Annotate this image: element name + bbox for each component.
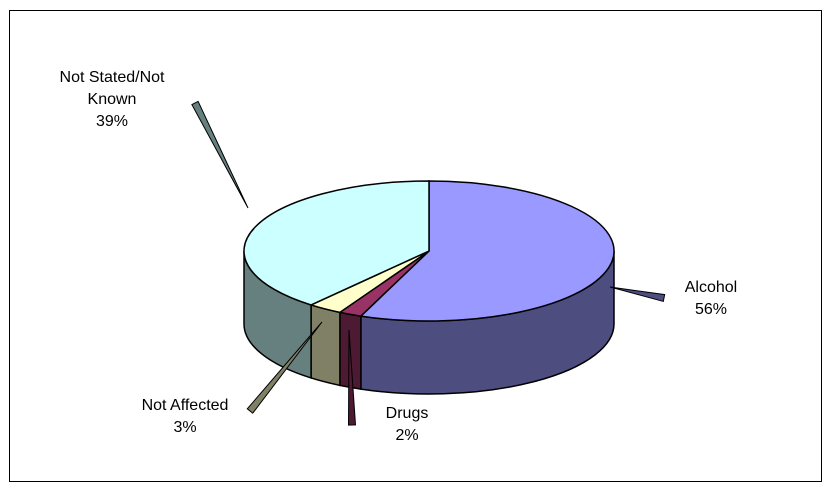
label-name-not-stated-not-known: Known bbox=[88, 91, 137, 108]
label-value-alcohol: 56% bbox=[695, 301, 727, 318]
leader-drugs bbox=[347, 329, 357, 426]
label-name-drugs: Drugs bbox=[386, 405, 429, 422]
label-name-not-stated-not-known: Not Stated/Not bbox=[60, 69, 166, 86]
label-value-not-affected: 3% bbox=[173, 419, 196, 436]
pie-sides bbox=[243, 250, 615, 395]
label-name-not-affected: Not Affected bbox=[142, 397, 229, 414]
leader-alcohol bbox=[609, 286, 666, 303]
slice-alcohol bbox=[359, 180, 615, 322]
leader-not-affected bbox=[246, 321, 323, 414]
pie-tops bbox=[243, 180, 615, 322]
slice-not-stated-not-known bbox=[243, 180, 430, 306]
label-value-not-stated-not-known: 39% bbox=[96, 113, 128, 130]
slice-labels: Alcohol 56% Drugs 2% Not Affected 3% Not State… bbox=[60, 69, 738, 444]
side-not-affected bbox=[310, 303, 341, 387]
label-value-drugs: 2% bbox=[395, 427, 418, 444]
label-name-alcohol: Alcohol bbox=[685, 279, 737, 296]
leader-not-stated-not-known bbox=[191, 100, 249, 209]
leader-lines bbox=[191, 100, 666, 426]
